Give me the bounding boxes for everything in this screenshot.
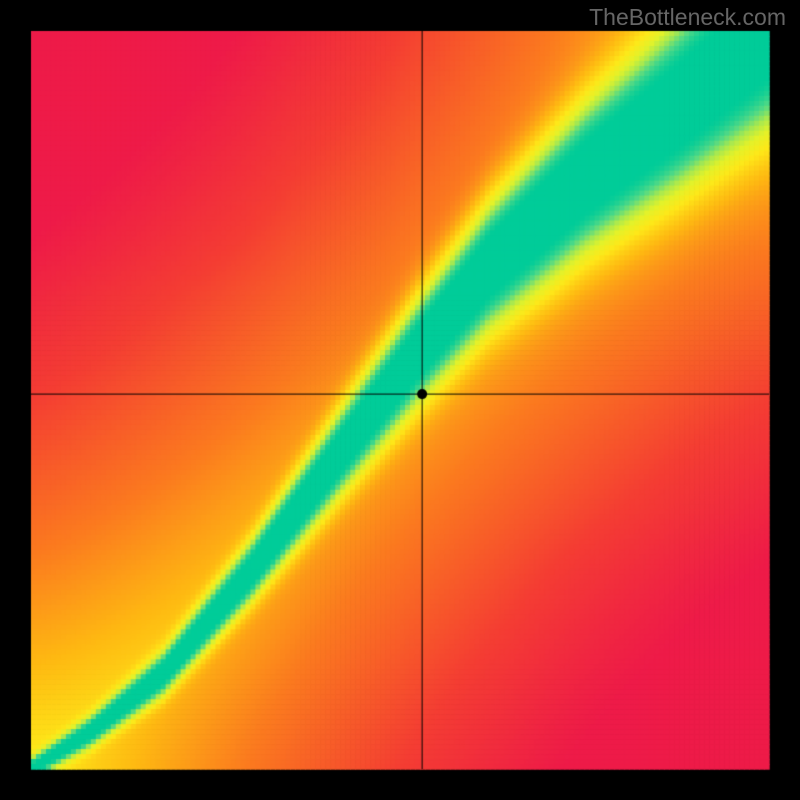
heatmap-canvas [0,0,800,800]
chart-container: TheBottleneck.com [0,0,800,800]
watermark-text: TheBottleneck.com [589,4,786,31]
